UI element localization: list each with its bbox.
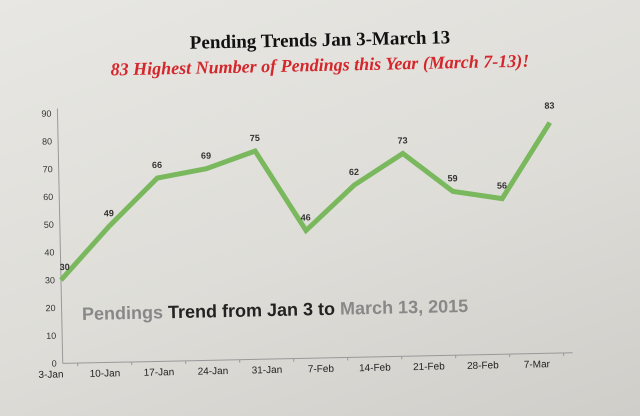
x-tick-label: 7-Mar (524, 359, 551, 371)
data-label: 83 (544, 101, 554, 111)
y-tick-label: 10 (46, 331, 56, 341)
x-tick-label: 21-Feb (413, 361, 445, 373)
data-label: 73 (397, 135, 407, 145)
x-tick-label: 14-Feb (359, 363, 391, 375)
y-tick-label: 60 (43, 192, 53, 202)
data-label: 59 (447, 173, 457, 183)
y-tick-label: 0 (52, 359, 57, 369)
data-label: 49 (104, 208, 114, 218)
y-tick-label: 30 (45, 275, 55, 285)
data-label: 62 (349, 167, 359, 177)
annotation-part: Pendings (81, 302, 164, 325)
y-tick-label: 40 (44, 247, 54, 257)
x-tick-label: 10-Jan (90, 368, 121, 380)
x-tick-label: 28-Feb (467, 360, 499, 372)
annotation-part: Trend from Jan 3 to (167, 298, 336, 323)
x-tick-label: 31-Jan (252, 365, 283, 377)
data-label: 66 (152, 160, 162, 170)
y-tick-label: 20 (45, 303, 55, 313)
x-tick-label: 17-Jan (144, 367, 175, 379)
data-label: 69 (201, 151, 211, 161)
data-label: 56 (497, 181, 507, 191)
y-tick-label: 50 (44, 220, 54, 230)
y-tick-label: 80 (42, 136, 52, 146)
x-tick-label: 24-Jan (198, 366, 229, 378)
data-label: 30 (60, 262, 70, 272)
annotation-part: March 13, 2015 (339, 295, 469, 319)
x-axis (62, 352, 573, 364)
data-label: 46 (301, 212, 311, 222)
x-tick-label: 7-Feb (308, 364, 335, 376)
data-label: 75 (250, 133, 260, 143)
series-line (59, 121, 552, 282)
y-tick-label: 90 (41, 109, 51, 119)
y-tick-label: 70 (43, 164, 53, 174)
x-tick-label: 3-Jan (38, 369, 63, 381)
y-axis (56, 108, 64, 364)
